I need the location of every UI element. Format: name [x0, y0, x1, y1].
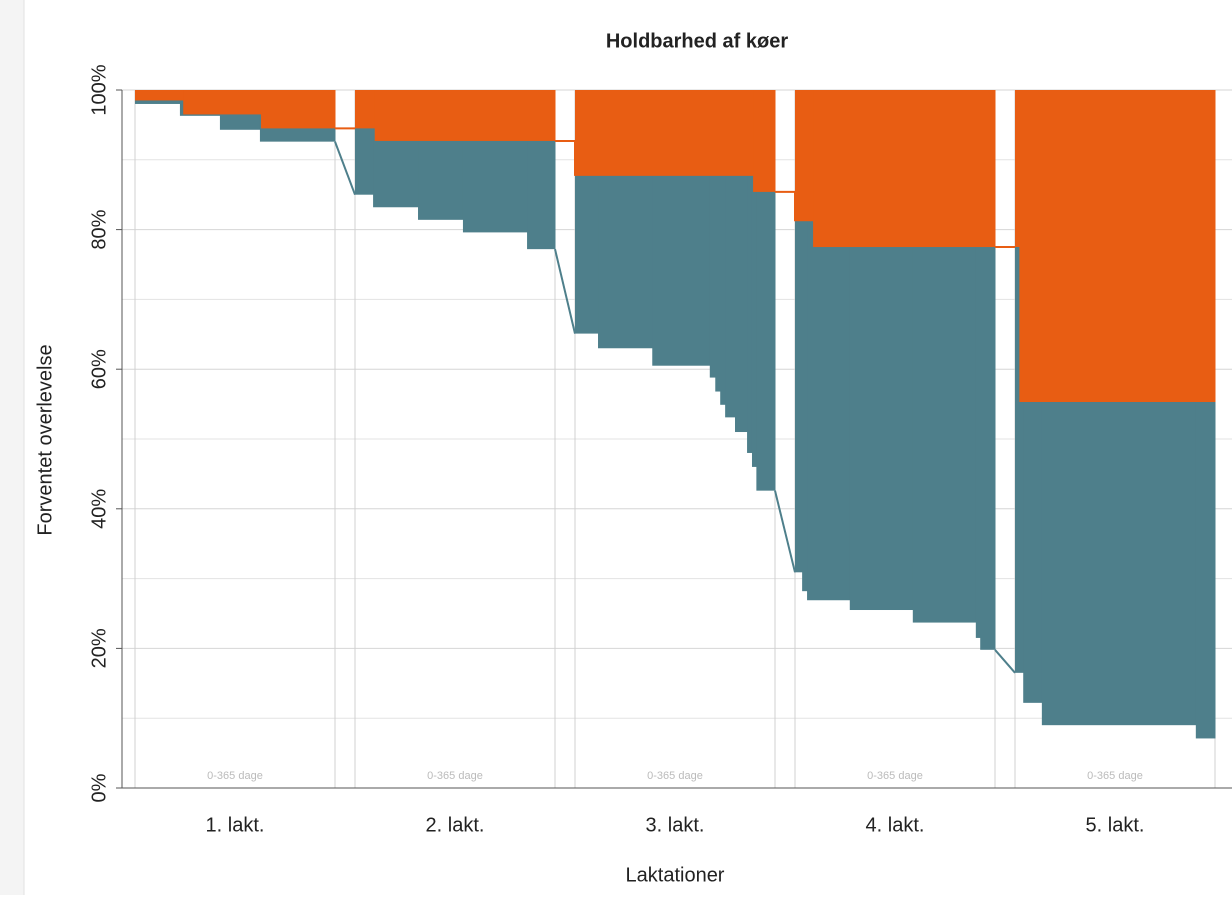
expected-step	[355, 90, 376, 129]
panel-label: 0-365 dage	[647, 770, 703, 782]
y-tick-label: 60%	[88, 349, 110, 389]
axes: 0% 20% 40% 60% 80% 100% 0-365 dage 1. lakt. 0-36…	[88, 64, 1232, 836]
survival-step	[725, 90, 736, 418]
y-tick-label: 0%	[88, 773, 110, 802]
data-area	[135, 90, 1216, 739]
x-tick-label: 5. lakt.	[1086, 814, 1145, 836]
expected-step	[813, 90, 996, 248]
expected-step	[795, 90, 814, 222]
y-tick-label: 100%	[88, 64, 110, 115]
survival-step	[715, 90, 721, 392]
expected-step	[753, 90, 776, 192]
y-tick-label: 20%	[88, 628, 110, 668]
survival-connector	[994, 649, 1016, 674]
survival-step	[802, 90, 808, 592]
survival-step	[709, 90, 716, 378]
survival-connector	[774, 490, 796, 573]
x-axis-label: Laktationer	[626, 864, 725, 886]
y-axis-label: Forventet overlevelse	[34, 344, 56, 535]
chart-title: Holdbarhed af køer	[606, 30, 788, 52]
survival-step	[720, 90, 726, 405]
expected-step	[374, 90, 556, 141]
expected-step	[1015, 90, 1020, 248]
panel-label: 0-365 dage	[1087, 770, 1143, 782]
panel-label: 0-365 dage	[867, 770, 923, 782]
survival-connector	[554, 248, 576, 334]
survival-step	[747, 90, 753, 453]
survival-step	[795, 90, 803, 573]
survival-step	[975, 90, 981, 638]
x-tick-label: 2. lakt.	[426, 814, 485, 836]
y-tick-label: 80%	[88, 209, 110, 249]
expected-step	[183, 90, 262, 115]
survival-connector	[334, 141, 356, 196]
x-tick-label: 1. lakt.	[206, 814, 265, 836]
survival-step	[751, 90, 757, 467]
panel-label: 0-365 dage	[207, 770, 263, 782]
expected-step	[575, 90, 754, 176]
expected-step	[1019, 90, 1216, 403]
panel-label: 0-365 dage	[427, 770, 483, 782]
y-tick-label: 40%	[88, 489, 110, 529]
expected-step	[261, 90, 336, 129]
expected-step	[135, 90, 184, 101]
side-strip	[0, 0, 24, 895]
x-tick-label: 4. lakt.	[866, 814, 925, 836]
survival-step	[1015, 90, 1024, 673]
x-tick-label: 3. lakt.	[646, 814, 705, 836]
